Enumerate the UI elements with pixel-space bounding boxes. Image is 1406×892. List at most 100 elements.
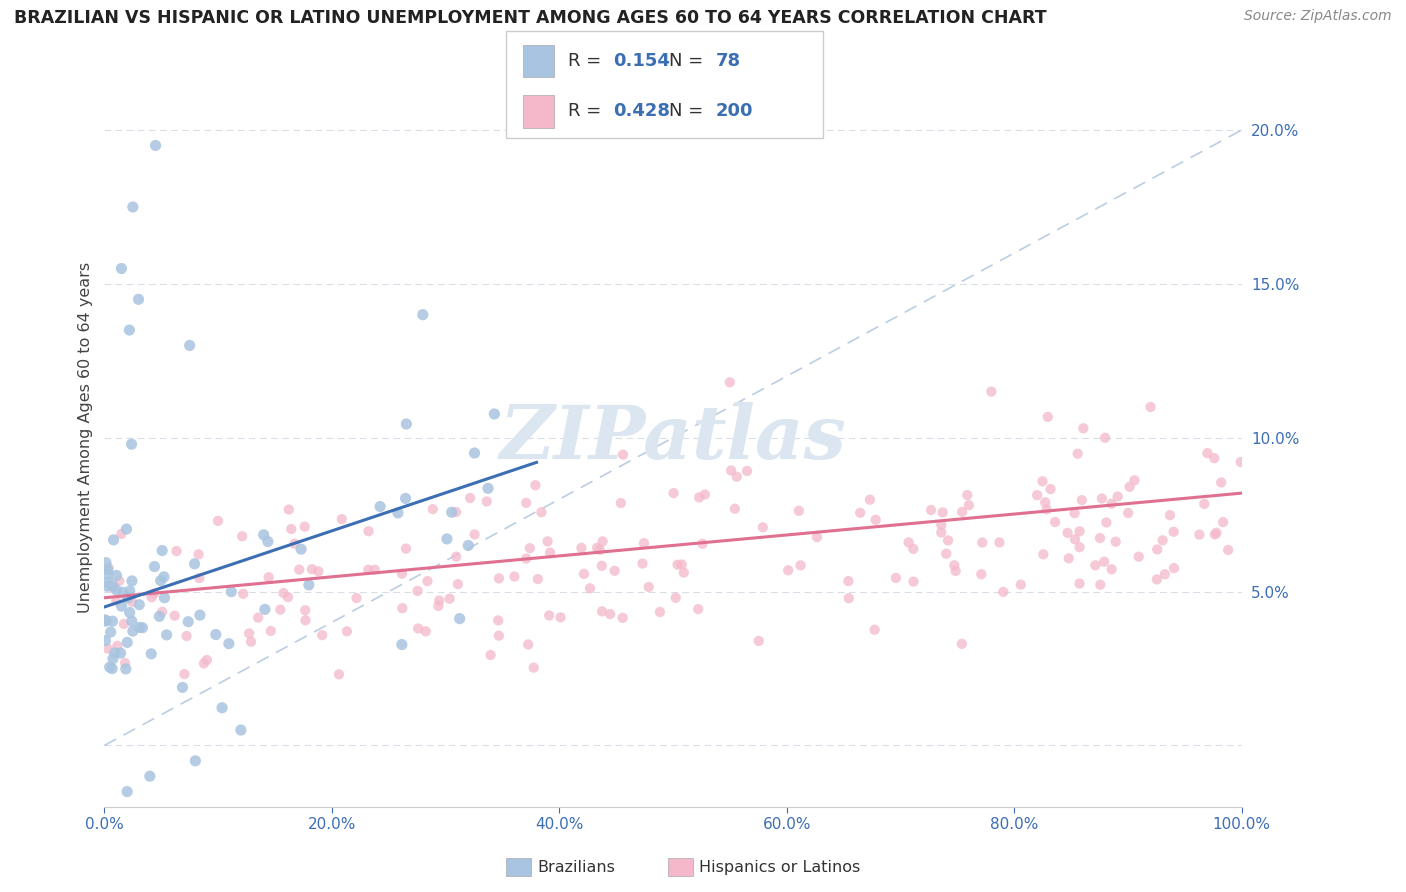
Point: [97, 566, 120, 581]
Point: [391, 638, 413, 652]
Point: [1026, 488, 1049, 502]
Point: [121, 574, 143, 588]
Point: [884, 571, 907, 585]
Point: [1123, 473, 1146, 487]
Point: [121, 624, 143, 639]
Point: [972, 535, 994, 549]
Point: [1229, 455, 1251, 469]
Point: [488, 629, 510, 643]
Point: [110, 599, 132, 614]
Point: [412, 308, 434, 322]
Point: [1153, 567, 1175, 582]
Point: [277, 502, 299, 516]
Text: 0.154: 0.154: [613, 53, 669, 70]
Text: Brazilians: Brazilians: [537, 860, 614, 874]
Point: [950, 505, 973, 519]
Point: [115, 522, 138, 536]
Point: [477, 481, 499, 495]
Point: [93, 613, 115, 627]
Point: [464, 527, 486, 541]
Point: [1101, 497, 1123, 511]
Point: [1197, 446, 1219, 460]
Point: [257, 570, 280, 584]
Point: [672, 566, 695, 580]
Point: [143, 586, 166, 600]
Point: [1091, 491, 1114, 506]
Point: [931, 505, 953, 519]
Point: [188, 608, 211, 623]
Point: [128, 620, 150, 634]
Point: [515, 551, 537, 566]
Point: [1139, 400, 1161, 414]
Point: [903, 574, 925, 589]
Point: [364, 563, 387, 577]
Point: [538, 608, 561, 623]
Point: [1088, 531, 1111, 545]
Point: [298, 578, 321, 592]
Point: [637, 580, 659, 594]
Point: [591, 604, 613, 618]
Point: [1218, 542, 1240, 557]
Point: [1069, 524, 1091, 539]
Point: [97, 563, 120, 577]
Point: [475, 494, 498, 508]
Point: [1104, 534, 1126, 549]
Point: [1084, 558, 1107, 573]
Point: [336, 624, 359, 639]
Point: [956, 488, 979, 502]
Point: [1204, 527, 1226, 541]
Point: [141, 591, 163, 605]
Point: [229, 723, 252, 737]
Point: [458, 491, 481, 505]
Point: [718, 376, 741, 390]
Point: [440, 505, 463, 519]
Point: [114, 662, 136, 676]
Point: [612, 448, 634, 462]
Point: [101, 579, 124, 593]
Point: [865, 513, 887, 527]
Point: [294, 603, 316, 617]
Point: [515, 496, 537, 510]
Point: [148, 609, 170, 624]
Point: [1069, 576, 1091, 591]
Point: [94, 614, 117, 628]
Point: [294, 613, 316, 627]
Point: [457, 538, 479, 552]
Point: [110, 646, 132, 660]
Point: [550, 610, 572, 624]
Point: [149, 574, 172, 588]
Point: [187, 547, 209, 561]
Point: [1036, 409, 1059, 424]
Point: [121, 595, 143, 609]
Point: [439, 591, 461, 606]
Point: [666, 558, 689, 572]
Point: [806, 530, 828, 544]
Point: [422, 502, 444, 516]
Point: [1094, 431, 1116, 445]
Point: [838, 591, 860, 606]
Point: [131, 621, 153, 635]
Point: [1204, 451, 1226, 466]
Point: [280, 522, 302, 536]
Point: [121, 614, 143, 628]
Point: [988, 535, 1011, 549]
Point: [1116, 506, 1139, 520]
Point: [145, 138, 167, 153]
Point: [288, 563, 311, 577]
Point: [789, 558, 811, 573]
Point: [589, 542, 612, 557]
Point: [612, 611, 634, 625]
Point: [172, 681, 194, 695]
Point: [530, 505, 553, 519]
Point: [929, 525, 952, 540]
Text: BRAZILIAN VS HISPANIC OR LATINO UNEMPLOYMENT AMONG AGES 60 TO 64 YEARS CORRELATI: BRAZILIAN VS HISPANIC OR LATINO UNEMPLOY…: [14, 9, 1046, 27]
Point: [752, 520, 775, 534]
Point: [524, 478, 547, 492]
Point: [395, 417, 418, 431]
Point: [110, 527, 132, 541]
Point: [1069, 540, 1091, 554]
Point: [1092, 555, 1115, 569]
Text: ZIPatlas: ZIPatlas: [499, 401, 846, 474]
Point: [269, 602, 291, 616]
Point: [935, 547, 957, 561]
